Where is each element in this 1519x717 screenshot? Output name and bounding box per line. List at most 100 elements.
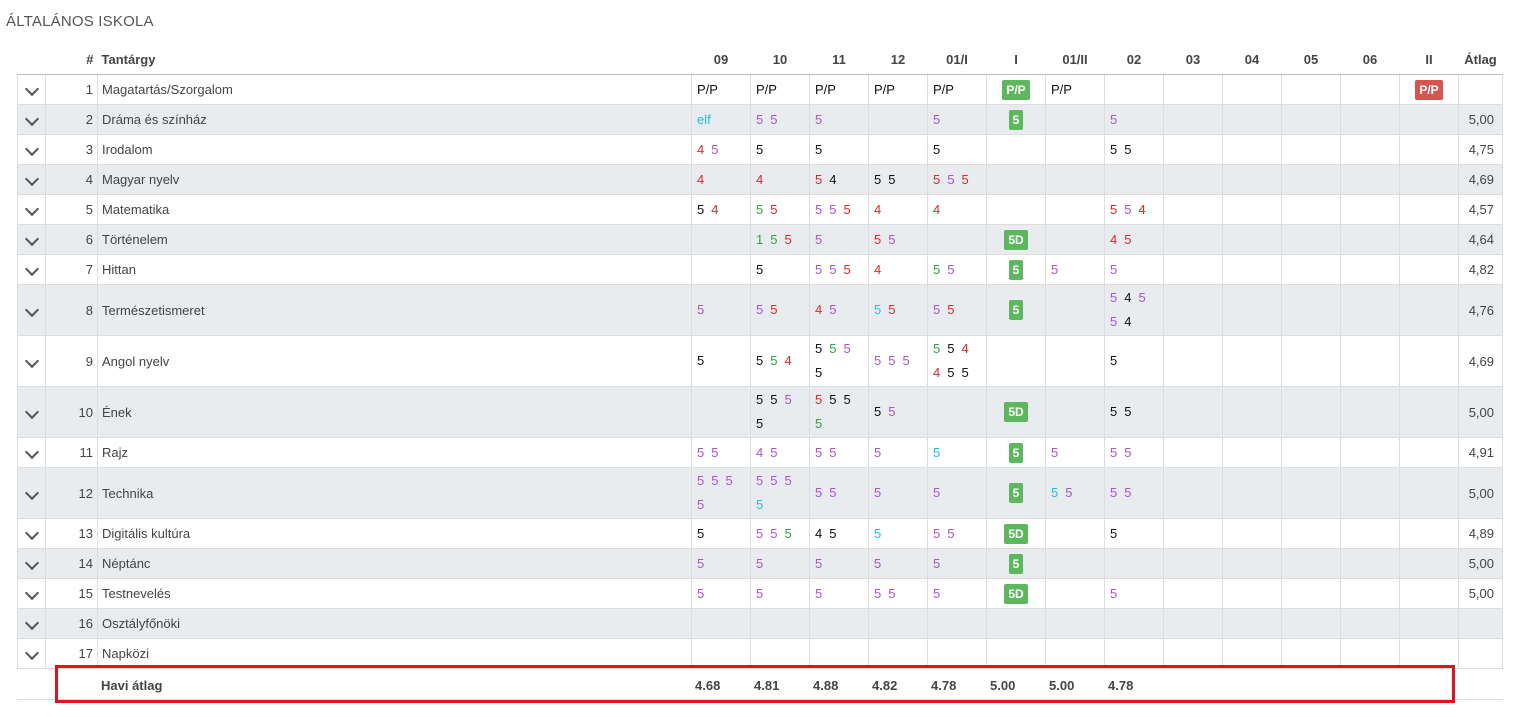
semester-grade-badge[interactable]: 5D	[1004, 523, 1028, 544]
grade-mark[interactable]: 5	[874, 404, 882, 419]
grade-mark[interactable]: 5	[770, 201, 778, 217]
chevron-down-icon[interactable]	[24, 525, 39, 541]
grade-mark[interactable]: 5	[815, 365, 823, 380]
grade-mark[interactable]: 4	[756, 444, 764, 460]
table-row[interactable]: 7 Hittan 5 5 5 5 4 5 5 5 5 5 4,82	[17, 254, 1503, 285]
expand-row-button[interactable]	[17, 134, 46, 165]
grade-mark[interactable]: 5	[815, 555, 823, 571]
grade-mark[interactable]: 4	[697, 171, 705, 187]
grade-mark[interactable]: 5	[933, 341, 941, 356]
semester-grade-badge[interactable]: 5	[1008, 483, 1024, 503]
grade-mark[interactable]: 5	[874, 585, 882, 601]
grade-mark[interactable]: 5	[829, 525, 837, 541]
table-row[interactable]: 9 Angol nyelv 5 5 5 4 5 5 55 5 5 5 5 5 44 5 5 5 4,69	[17, 335, 1503, 387]
grade-mark[interactable]: 5	[874, 353, 882, 368]
grade-mark[interactable]: 5	[815, 231, 823, 247]
grade-mark[interactable]: 5	[784, 392, 792, 407]
grade-mark[interactable]: 5	[756, 201, 764, 217]
grade-mark[interactable]: 5	[756, 525, 764, 541]
expand-row-button[interactable]	[17, 74, 46, 105]
grade-mark[interactable]: 5	[784, 473, 792, 488]
table-row[interactable]: 4 Magyar nyelv 4 4 5 4 5 5 5 5 5 4,69	[17, 164, 1503, 195]
grade-mark[interactable]: 5	[770, 231, 778, 247]
grade-mark[interactable]: 5	[697, 302, 705, 317]
grade-mark[interactable]: 5	[947, 171, 955, 187]
grade-mark[interactable]: 5	[933, 302, 941, 317]
grade-mark[interactable]: 5	[888, 171, 896, 187]
grade-mark[interactable]: 5	[843, 201, 851, 217]
semester-grade-badge[interactable]: 5D	[1004, 229, 1028, 250]
grade-mark[interactable]: 5	[770, 302, 778, 317]
table-row[interactable]: 17 Napközi	[17, 638, 1503, 669]
grade-mark[interactable]: 5	[933, 111, 941, 127]
grade-mark[interactable]: 4	[1138, 201, 1146, 217]
table-row[interactable]: 8 Természetismeret 5 5 5 4 5 5 5 5 5 5 5 4 55 4 4,76	[17, 284, 1503, 336]
table-row[interactable]: 2 Dráma és színház elf 5 5 5 5 5 5 5,00	[17, 104, 1503, 135]
grade-mark[interactable]: 5	[1124, 404, 1132, 419]
grade-mark[interactable]: 5	[829, 302, 837, 317]
final-grade-badge[interactable]: P/P	[1415, 79, 1443, 100]
grade-mark[interactable]: 5	[947, 261, 955, 277]
grade-mark[interactable]: 5	[725, 473, 733, 488]
grade-mark[interactable]: P/P	[697, 81, 718, 97]
semester-grade-badge[interactable]: 5D	[1004, 583, 1028, 604]
grade-mark[interactable]: 5	[697, 585, 705, 601]
grade-mark[interactable]: 5	[697, 201, 705, 217]
grade-mark[interactable]: 5	[1110, 290, 1118, 305]
grade-mark[interactable]: 4	[784, 353, 792, 368]
grade-mark[interactable]: 5	[829, 392, 837, 407]
grade-mark[interactable]: 5	[815, 392, 823, 407]
grade-mark[interactable]: 5	[756, 585, 764, 601]
grade-mark[interactable]: 5	[815, 416, 823, 431]
grade-mark[interactable]: P/P	[815, 81, 836, 97]
chevron-down-icon[interactable]	[24, 81, 39, 97]
grade-mark[interactable]: 5	[902, 353, 910, 368]
grade-mark[interactable]: 4	[756, 171, 764, 187]
grade-mark[interactable]: 5	[961, 171, 969, 187]
grade-mark[interactable]: 5	[933, 585, 941, 601]
chevron-down-icon[interactable]	[24, 201, 39, 217]
table-row[interactable]: 1 Magatartás/Szorgalom P/P P/P P/P P/P P/P P/P P…	[17, 74, 1503, 105]
semester-grade-badge[interactable]: 5	[1008, 109, 1024, 130]
chevron-down-icon[interactable]	[24, 585, 39, 601]
grade-mark[interactable]: 5	[874, 525, 882, 541]
grade-mark[interactable]: 4	[933, 201, 941, 217]
grade-mark[interactable]: 5	[874, 231, 882, 247]
expand-row-button[interactable]	[17, 608, 46, 639]
grade-mark[interactable]: 5	[770, 525, 778, 541]
grade-mark[interactable]: 5	[1110, 141, 1118, 157]
grade-mark[interactable]: 5	[784, 231, 792, 247]
grade-mark[interactable]: 5	[756, 141, 764, 157]
table-row[interactable]: 11 Rajz 5 5 4 5 5 5 5 5 5 5 5 5 4,91	[17, 437, 1503, 468]
grade-mark[interactable]: 5	[947, 302, 955, 317]
grade-mark[interactable]: 5	[711, 141, 719, 157]
grade-mark[interactable]: 5	[697, 353, 705, 368]
grade-mark[interactable]: 5	[770, 444, 778, 460]
chevron-down-icon[interactable]	[24, 615, 39, 631]
grade-mark[interactable]: 5	[770, 473, 778, 488]
grade-mark[interactable]: 5	[1124, 485, 1132, 500]
grade-mark[interactable]: 5	[1124, 444, 1132, 460]
grade-mark[interactable]: 4	[933, 365, 941, 380]
grade-mark[interactable]: 5	[829, 201, 837, 217]
grade-mark[interactable]: 5	[874, 485, 882, 500]
chevron-down-icon[interactable]	[24, 171, 39, 187]
semester-grade-badge[interactable]: 5	[1008, 259, 1024, 280]
grade-mark[interactable]: 5	[815, 141, 823, 157]
grade-mark[interactable]: 5	[874, 171, 882, 187]
grade-mark[interactable]: 4	[961, 341, 969, 356]
grade-mark[interactable]: 5	[815, 261, 823, 277]
grade-mark[interactable]: 5	[1110, 525, 1118, 541]
grade-mark[interactable]: 5	[829, 261, 837, 277]
grade-mark[interactable]: 5	[697, 555, 705, 571]
grade-mark[interactable]: 5	[874, 555, 882, 571]
semester-grade-badge[interactable]: 5	[1008, 300, 1024, 320]
table-row[interactable]: 3 Irodalom 4 5 5 5 5 5 5 4,75	[17, 134, 1503, 165]
grade-mark[interactable]: 5	[815, 171, 823, 187]
expand-row-button[interactable]	[17, 638, 46, 669]
grade-mark[interactable]: 5	[1110, 444, 1118, 460]
grade-mark[interactable]: P/P	[1051, 81, 1072, 97]
grade-mark[interactable]: 5	[933, 444, 941, 460]
grade-mark[interactable]: 5	[888, 302, 896, 317]
grade-mark[interactable]: 5	[711, 473, 719, 488]
